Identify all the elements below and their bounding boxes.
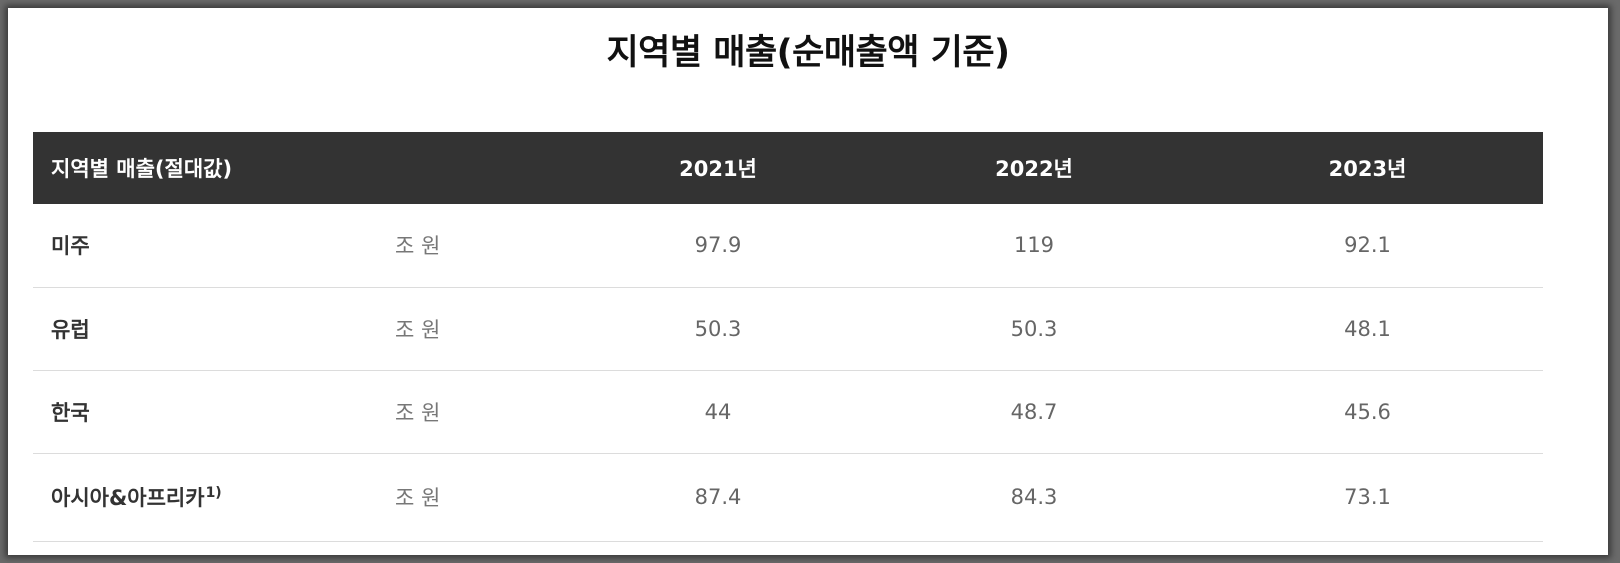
value-cell-2023: 73.1: [1344, 485, 1391, 509]
header-region: 지역별 매출(절대값): [51, 157, 233, 181]
value-cell-2023: 45.6: [1344, 399, 1391, 424]
table-row: 미주 조 원 97.9 119 92.1: [33, 204, 1543, 287]
value-cell-2023: 92.1: [1344, 233, 1391, 258]
table-row: 유럽 조 원 50.3 50.3 48.1: [33, 287, 1543, 370]
row-region-cell: 미주: [33, 204, 395, 287]
header-year-2022: 2022년: [995, 157, 1073, 181]
unit-cell: 조 원: [395, 400, 441, 425]
page-title: 지역별 매출(순매출액 기준): [606, 33, 1010, 73]
regional-sales-table: 지역별 매출(절대값) 2021년 2022년 2023년 미주 조 원 97.…: [33, 132, 1543, 542]
region-label: 아시아&아프리카: [51, 486, 205, 510]
region-label: 유럽: [51, 317, 90, 342]
value-cell-2022: 50.3: [1010, 316, 1058, 341]
header-year-2023: 2023년: [1328, 157, 1407, 181]
value-cell-2021: 44: [704, 399, 732, 424]
unit-cell: 조 원: [395, 234, 441, 259]
value-cell-2021: 87.4: [694, 485, 742, 509]
region-label: 한국: [51, 400, 90, 425]
footnote-marker: 1): [205, 485, 222, 501]
table-row: 아시아&아프리카1) 조 원 87.4 84.3 73.1: [33, 453, 1543, 541]
table-header-row: 지역별 매출(절대값) 2021년 2022년 2023년: [33, 132, 1543, 204]
region-label: 미주: [51, 234, 90, 259]
value-cell-2022: 119: [1013, 233, 1055, 258]
value-cell-2023: 48.1: [1344, 316, 1391, 341]
table-row: 한국 조 원 44 48.7 45.6: [33, 370, 1543, 453]
header-unit: [395, 132, 560, 204]
row-region-cell: 유럽: [33, 287, 395, 370]
unit-cell: 조 원: [395, 486, 441, 510]
value-cell-2022: 84.3: [1010, 485, 1058, 509]
value-cell-2021: 50.3: [694, 316, 742, 341]
value-cell-2022: 48.7: [1010, 399, 1058, 424]
row-region-cell: 한국: [33, 370, 395, 453]
unit-cell: 조 원: [395, 317, 441, 342]
content-frame: 지역별 매출(순매출액 기준) 지역별 매출(절대값) 2021년 2022년 …: [8, 8, 1608, 555]
row-region-cell: 아시아&아프리카1): [33, 453, 395, 541]
value-cell-2021: 97.9: [694, 233, 742, 258]
header-year-2021: 2021년: [679, 157, 757, 181]
